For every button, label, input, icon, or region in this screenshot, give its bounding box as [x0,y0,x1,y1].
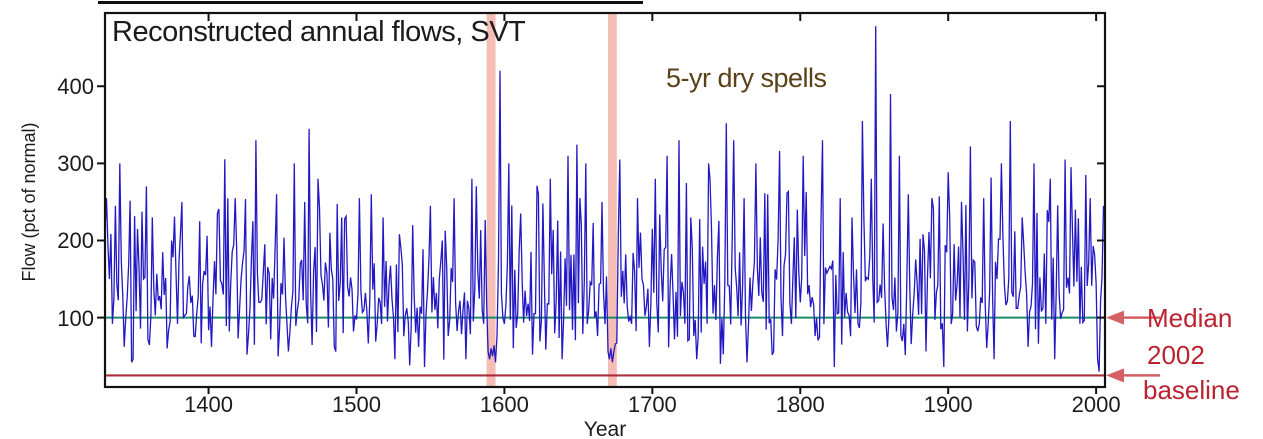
x-axis-title: Year [583,418,627,439]
dry-spell-band-2 [607,13,617,387]
dry-spell-band-1 [486,13,496,387]
y-tick-label-300: 300 [57,151,94,177]
median-arrow-head [1106,310,1124,325]
baseline-annotation-year: 2002 [1147,340,1205,370]
dry-spells-annotation: 5-yr dry spells [666,63,827,93]
x-tick-label-2000: 2000 [1071,392,1121,417]
top-crop-artifact-line [98,1,643,4]
baseline-annotation-word: baseline [1143,375,1240,405]
x-tick-label-1500: 1500 [331,392,381,417]
baseline-arrow-head [1106,368,1124,383]
x-tick-label-1600: 1600 [479,392,529,417]
x-tick-label-1800: 1800 [775,392,825,417]
y-tick-label-200: 200 [57,228,94,254]
chart-title: Reconstructed annual flows, SVT [112,16,526,48]
plot-border-box [103,11,1107,389]
y-tick-label-400: 400 [57,74,94,100]
y-tick-label-100: 100 [57,305,94,331]
x-tick-label-1900: 1900 [923,392,973,417]
y-axis-title: Flow (pct of normal) [19,122,39,282]
median-annotation: Median [1147,303,1233,333]
x-tick-label-1700: 1700 [627,392,677,417]
annual-flow-series-line [104,26,1105,372]
x-tick-label-1400: 1400 [184,392,234,417]
